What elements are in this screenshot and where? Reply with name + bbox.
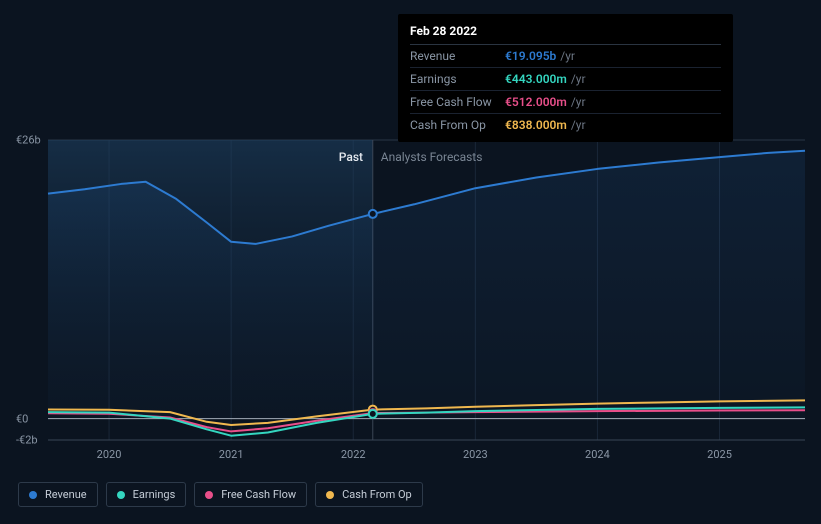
tooltip-unit: /yr [571,72,586,86]
tooltip-label: Revenue [410,49,505,63]
tooltip-unit: /yr [560,49,575,63]
legend-label: Cash From Op [342,488,412,501]
tooltip-value: €443.000m [505,72,567,86]
x-axis-label: 2020 [97,448,122,461]
tooltip-unit: /yr [571,95,586,109]
tooltip-rows: Revenue€19.095b/yrEarnings€443.000m/yrFr… [410,45,721,136]
x-axis-label: 2024 [585,448,610,461]
y-axis-label: -€2b [16,434,38,447]
x-axis-label: 2025 [707,448,732,461]
chart-tooltip: Feb 28 2022 Revenue€19.095b/yrEarnings€4… [398,14,733,142]
legend-item-cash_from_op[interactable]: Cash From Op [315,482,423,507]
tooltip-label: Earnings [410,72,505,86]
legend-dot-icon [29,491,37,499]
legend-dot-icon [205,491,213,499]
past-region-label: Past [339,150,363,164]
tooltip-row-free_cash_flow: Free Cash Flow€512.000m/yr [410,91,721,114]
tooltip-row-earnings: Earnings€443.000m/yr [410,68,721,91]
y-axis-label: €26b [16,134,41,147]
tooltip-label: Free Cash Flow [410,95,505,109]
legend-item-revenue[interactable]: Revenue [18,482,98,507]
forecast-region-label: Analysts Forecasts [381,150,483,164]
tooltip-value: €19.095b [505,49,556,63]
tooltip-date: Feb 28 2022 [410,24,721,45]
tooltip-label: Cash From Op [410,118,505,132]
x-axis-label: 2021 [219,448,244,461]
tooltip-row-cash_from_op: Cash From Op€838.000m/yr [410,114,721,136]
legend-label: Free Cash Flow [221,488,296,501]
chart-legend: Revenue Earnings Free Cash Flow Cash From O… [18,482,423,507]
legend-dot-icon [326,491,334,499]
marker-earnings [369,410,377,418]
y-axis-label: €0 [16,412,28,425]
x-axis-label: 2022 [341,448,366,461]
tooltip-value: €838.000m [505,118,567,132]
legend-label: Revenue [45,488,87,501]
legend-item-earnings[interactable]: Earnings [106,482,187,507]
marker-revenue [369,210,377,218]
tooltip-unit: /yr [571,118,586,132]
legend-dot-icon [117,491,125,499]
tooltip-value: €512.000m [505,95,567,109]
x-axis-label: 2023 [463,448,488,461]
legend-label: Earnings [133,488,176,501]
legend-item-free_cash_flow[interactable]: Free Cash Flow [194,482,307,507]
tooltip-row-revenue: Revenue€19.095b/yr [410,45,721,68]
